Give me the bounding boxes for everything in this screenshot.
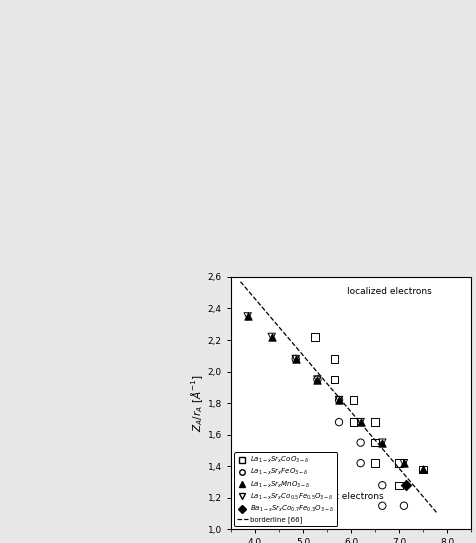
Point xyxy=(395,459,403,468)
Point xyxy=(400,459,408,468)
Point xyxy=(400,459,408,468)
Y-axis label: $Z_A/r_A\ [\AA^{-1}]$: $Z_A/r_A\ [\AA^{-1}]$ xyxy=(189,375,205,432)
Text: itinerant electrons: itinerant electrons xyxy=(299,492,383,501)
Point xyxy=(419,465,427,474)
Point xyxy=(314,375,321,384)
Point xyxy=(371,438,379,447)
Point xyxy=(378,438,386,447)
Point xyxy=(330,375,338,384)
Point xyxy=(268,332,276,341)
Point xyxy=(330,355,338,363)
Point xyxy=(403,481,410,490)
Point xyxy=(395,481,403,490)
Point xyxy=(400,501,408,510)
Point xyxy=(419,465,427,474)
Point xyxy=(335,396,343,405)
Point xyxy=(350,418,357,426)
Point xyxy=(292,355,299,363)
Point xyxy=(378,438,386,447)
Point xyxy=(335,396,343,405)
Point xyxy=(357,418,365,426)
Point xyxy=(350,396,357,405)
Legend: $La_{1-x}Sr_xCoO_{3-\delta}$, $La_{1-x}Sr_xFeO_{3-\delta}$, $La_{1-x}Sr_xMnO_{3-: $La_{1-x}Sr_xCoO_{3-\delta}$, $La_{1-x}S… xyxy=(234,452,337,526)
Point xyxy=(357,418,365,426)
Point xyxy=(371,418,379,426)
Point xyxy=(357,459,365,468)
Point xyxy=(268,332,276,341)
Point xyxy=(378,481,386,490)
Point xyxy=(314,375,321,384)
Point xyxy=(311,332,319,341)
Point xyxy=(371,459,379,468)
Point xyxy=(357,438,365,447)
Point xyxy=(314,375,321,384)
Point xyxy=(335,418,343,426)
Point xyxy=(244,312,251,321)
Point xyxy=(378,501,386,510)
Point xyxy=(335,396,343,405)
Point xyxy=(244,312,251,321)
Text: localized electrons: localized electrons xyxy=(347,287,432,296)
Point xyxy=(292,355,299,363)
Point xyxy=(292,355,299,363)
